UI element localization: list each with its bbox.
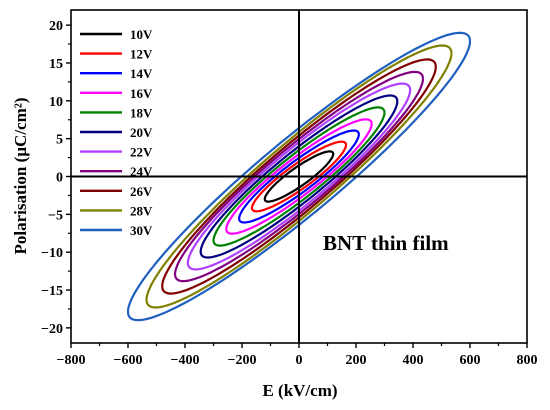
legend-label-12V: 12V xyxy=(130,47,153,62)
loop-16V xyxy=(225,118,373,235)
legend-label-24V: 24V xyxy=(130,164,153,179)
legend-label-22V: 22V xyxy=(130,145,153,160)
legend-label-10V: 10V xyxy=(130,27,153,42)
annotation-label: BNT thin film xyxy=(323,231,449,255)
loop-10V xyxy=(263,150,335,203)
y-axis-label: Polarisation (µC/cm²) xyxy=(11,97,30,254)
loop-26V xyxy=(161,58,437,295)
axis-ticks: −800 −600 −400 −200 0 200 400 600 800−20−15−10−5… xyxy=(41,19,537,368)
x-tick-label: −800 xyxy=(57,353,86,368)
legend-label-30V: 30V xyxy=(130,223,153,238)
y-tick-label: 15 xyxy=(49,57,63,72)
legend-label-28V: 28V xyxy=(130,203,153,218)
x-tick-label: 800 xyxy=(517,353,538,368)
legend-label-26V: 26V xyxy=(130,184,153,199)
y-tick-label: 20 xyxy=(49,19,63,34)
x-tick-label: −200 xyxy=(228,353,257,368)
x-tick-label: −600 xyxy=(114,353,143,368)
legend-label-14V: 14V xyxy=(130,66,153,81)
loop-30V xyxy=(126,31,472,322)
loop-28V xyxy=(145,44,453,309)
loop-22V xyxy=(186,82,412,271)
x-tick-label: 400 xyxy=(403,353,424,368)
loop-20V xyxy=(199,94,399,259)
legend-label-16V: 16V xyxy=(130,86,153,101)
y-tick-label: −15 xyxy=(41,284,63,299)
legend: 10V 12V 14V 16V 18V 20V 22V 24V 26V 28V 30V xyxy=(80,27,153,238)
y-tick-label: 0 xyxy=(56,171,63,186)
x-tick-label: 200 xyxy=(346,353,367,368)
y-tick-label: −5 xyxy=(48,208,63,223)
legend-label-18V: 18V xyxy=(130,105,153,120)
loops-layer xyxy=(126,31,472,322)
loop-24V xyxy=(173,70,425,283)
y-tick-label: 10 xyxy=(49,95,63,110)
y-tick-label: −20 xyxy=(41,322,63,337)
x-tick-label: 0 xyxy=(296,353,303,368)
loop-12V xyxy=(250,140,348,213)
legend-label-20V: 20V xyxy=(130,125,153,140)
x-tick-label: 600 xyxy=(460,353,481,368)
loop-14V xyxy=(238,129,360,224)
x-tick-label: −400 xyxy=(171,353,200,368)
loop-18V xyxy=(212,106,386,247)
zero-lines xyxy=(71,10,527,343)
x-axis-label: E (kV/cm) xyxy=(262,381,337,400)
y-tick-label: 5 xyxy=(56,133,63,148)
y-tick-label: −10 xyxy=(41,246,63,261)
